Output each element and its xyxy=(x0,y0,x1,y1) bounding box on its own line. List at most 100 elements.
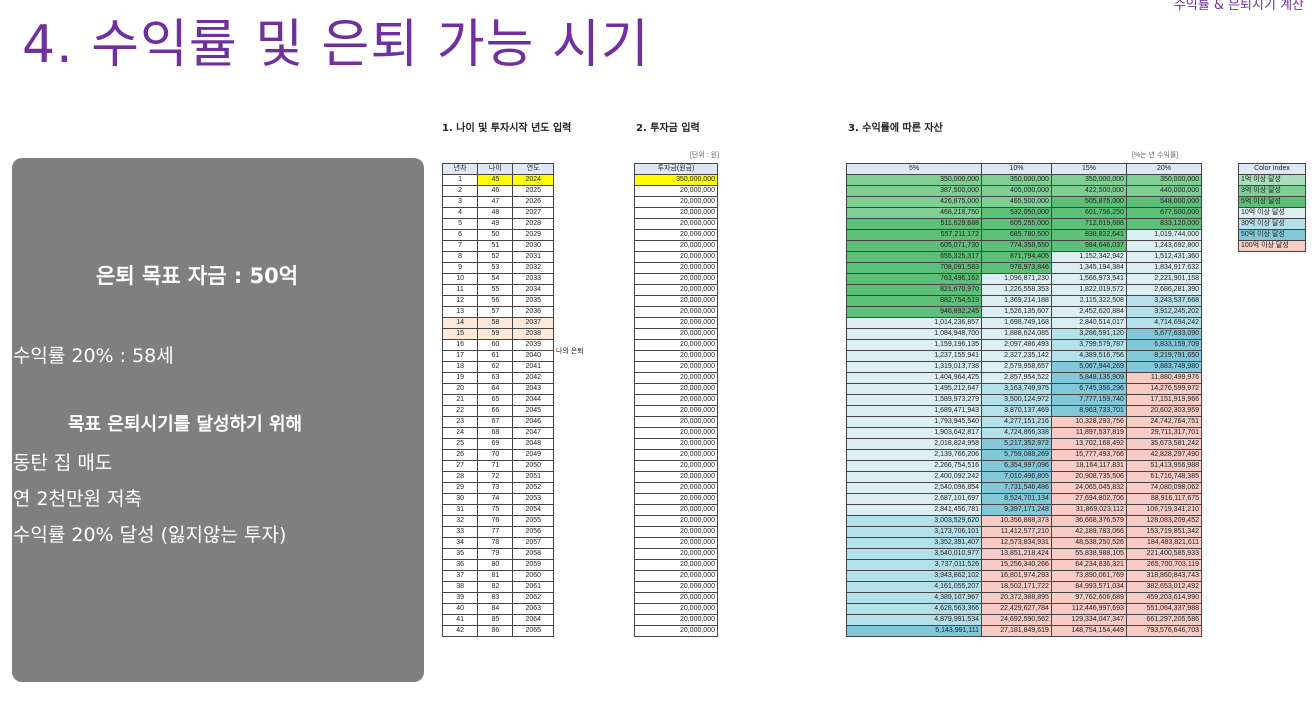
cell-principal: 20,000,000 xyxy=(634,438,718,450)
cell-10pct: 350,000,000 xyxy=(981,174,1052,186)
table-row: 2,841,456,781 9,397,171,248 31,869,023,112… xyxy=(846,504,1203,516)
cell-15pct: 350,000,000 xyxy=(1050,174,1127,186)
cell-20pct: 20,602,303,959 xyxy=(1125,405,1203,417)
table-row: 16 60 2039 xyxy=(441,339,554,351)
table-row: 1,237,155,941 2,327,235,142 4,389,516,756 8… xyxy=(846,350,1203,362)
table-row: 24 68 2047 xyxy=(441,427,554,439)
table-row: 4,389,107,967 20,372,388,895 97,762,606,68… xyxy=(846,592,1203,604)
cell-year: 2042 xyxy=(512,372,554,384)
table-row: 9 53 2032 xyxy=(441,262,554,274)
legend-item: 5억 이상 달성 xyxy=(1238,196,1306,208)
table-row: 6 50 2029 xyxy=(441,229,554,241)
cell-period: 26 xyxy=(441,449,479,461)
table-row: 1,404,964,425 2,857,954,522 5,848,135,909 1… xyxy=(846,372,1203,384)
table-row: 4,628,563,366 22,429,627,784 112,446,997,6… xyxy=(846,603,1203,615)
legend-row: 3억 이상 달성 xyxy=(1238,185,1306,197)
cell-10pct: 465,500,000 xyxy=(981,196,1052,208)
table-row: 511,629,688 605,255,000 712,019,688 833,120… xyxy=(846,218,1203,230)
cell-5pct: 946,892,245 xyxy=(846,306,982,318)
cell-period: 37 xyxy=(441,570,479,582)
cell-period: 8 xyxy=(441,251,479,263)
cell-period: 7 xyxy=(441,240,479,252)
cell-15pct: 7,777,159,740 xyxy=(1050,394,1127,406)
cell-10pct: 16,801,974,293 xyxy=(981,570,1052,582)
cell-5pct: 557,211,172 xyxy=(846,229,982,241)
cell-5pct: 1,014,236,857 xyxy=(846,317,982,329)
cell-10pct: 685,780,500 xyxy=(981,229,1052,241)
cell-10pct: 5,759,088,269 xyxy=(981,449,1052,461)
cell-principal: 20,000,000 xyxy=(634,251,718,263)
cell-10pct: 13,851,218,424 xyxy=(981,548,1052,560)
cell-principal: 20,000,000 xyxy=(634,185,718,197)
retire-note: 나의 은퇴 xyxy=(556,348,584,355)
cell-5pct: 2,841,456,781 xyxy=(846,504,982,516)
cell-15pct: 1,822,019,572 xyxy=(1050,284,1127,296)
cell-age: 70 xyxy=(477,449,514,461)
table-row: 36 80 2059 xyxy=(441,559,554,571)
cell-20pct: 677,600,000 xyxy=(1125,207,1203,219)
summary-box: 은퇴 목표 자금 : 50억 - 수익률 20% : 58세 목표 은퇴시기를 … xyxy=(0,158,424,682)
cell-year: 2035 xyxy=(512,295,554,307)
table-row: 20,000,000 xyxy=(634,614,718,626)
cell-10pct: 12,573,834,931 xyxy=(981,537,1052,549)
table-row: 34 78 2057 xyxy=(441,537,554,549)
legend-row: 5억 이상 달성 xyxy=(1238,196,1306,208)
cell-10pct: 3,500,124,972 xyxy=(981,394,1052,406)
cell-period: 9 xyxy=(441,262,479,274)
cell-15pct: 2,115,322,508 xyxy=(1050,295,1127,307)
cell-principal: 20,000,000 xyxy=(634,229,718,241)
table-row: 41 85 2064 xyxy=(441,614,554,626)
table-row: 1,014,236,857 1,698,749,168 2,840,514,017 4… xyxy=(846,317,1203,329)
table-row: 20,000,000 xyxy=(634,427,718,439)
cell-principal: 20,000,000 xyxy=(634,339,718,351)
cell-20pct: 51,413,956,988 xyxy=(1125,460,1203,472)
legend-item: 100억 이상 달성 xyxy=(1238,240,1306,252)
cell-10pct: 1,096,871,230 xyxy=(981,273,1052,285)
cell-10pct: 2,097,486,493 xyxy=(981,339,1052,351)
cell-period: 12 xyxy=(441,295,479,307)
cell-principal: 20,000,000 xyxy=(634,559,718,571)
table-row: 4,879,991,534 24,692,590,562 129,334,047,3… xyxy=(846,614,1203,626)
table-row: 1,084,948,700 1,888,624,085 3,286,591,120 5… xyxy=(846,328,1203,340)
section-age-input: 1. 나이 및 투자시작 년도 입력 xyxy=(442,123,572,134)
table-row: 387,500,000 405,000,000 422,500,000 440,000… xyxy=(846,185,1203,197)
cell-age: 61 xyxy=(477,350,514,362)
col-header-principal: 투자금(원금) xyxy=(634,163,718,175)
cell-age: 80 xyxy=(477,559,514,571)
cell-age: 57 xyxy=(477,306,514,318)
cell-10pct: 9,397,171,248 xyxy=(981,504,1052,516)
cell-year: 2062 xyxy=(512,592,554,604)
table-row: 3,173,706,101 11,412,577,210 42,189,783,06… xyxy=(846,526,1203,538)
table-row: 28 72 2051 xyxy=(441,471,554,483)
table-row: 2,540,096,854 7,731,546,486 24,065,045,832… xyxy=(846,482,1203,494)
cell-principal: 20,000,000 xyxy=(634,460,718,472)
cell-age: 78 xyxy=(477,537,514,549)
cell-year: 2040 xyxy=(512,350,554,362)
table-row: 20,000,000 xyxy=(634,416,718,428)
cell-age: 65 xyxy=(477,394,514,406)
table-row: 20,000,000 xyxy=(634,229,718,241)
cell-year: 2033 xyxy=(512,273,554,285)
cell-15pct: 42,189,783,066 xyxy=(1050,526,1127,538)
cell-15pct: 422,500,000 xyxy=(1050,185,1127,197)
cell-5pct: 3,737,011,526 xyxy=(846,559,982,571)
cell-15pct: 2,452,620,884 xyxy=(1050,306,1127,318)
cell-age: 58 xyxy=(477,317,514,329)
cell-15pct: 505,875,000 xyxy=(1050,196,1127,208)
cell-age: 82 xyxy=(477,581,514,593)
cell-principal: 20,000,000 xyxy=(634,482,718,494)
table-row: 882,754,519 1,369,214,188 2,115,322,508 3,2… xyxy=(846,295,1203,307)
cell-5pct: 882,754,519 xyxy=(846,295,982,307)
asset-table: 5% 10% 15% 20% 350,000,000 350,000,000 350… xyxy=(846,163,1203,637)
cell-period: 42 xyxy=(441,625,479,637)
cell-20pct: 8,219,791,650 xyxy=(1125,350,1203,362)
table-row: 708,091,583 978,973,846 1,345,194,384 1,834… xyxy=(846,262,1203,274)
cell-5pct: 387,500,000 xyxy=(846,185,982,197)
table-row: 20 64 2043 xyxy=(441,383,554,395)
cell-year: 2047 xyxy=(512,427,554,439)
cell-age: 54 xyxy=(477,273,514,285)
cell-year: 2057 xyxy=(512,537,554,549)
cell-15pct: 5,848,135,909 xyxy=(1050,372,1127,384)
table-row: 20,000,000 xyxy=(634,328,718,340)
cell-year: 2028 xyxy=(512,218,554,230)
